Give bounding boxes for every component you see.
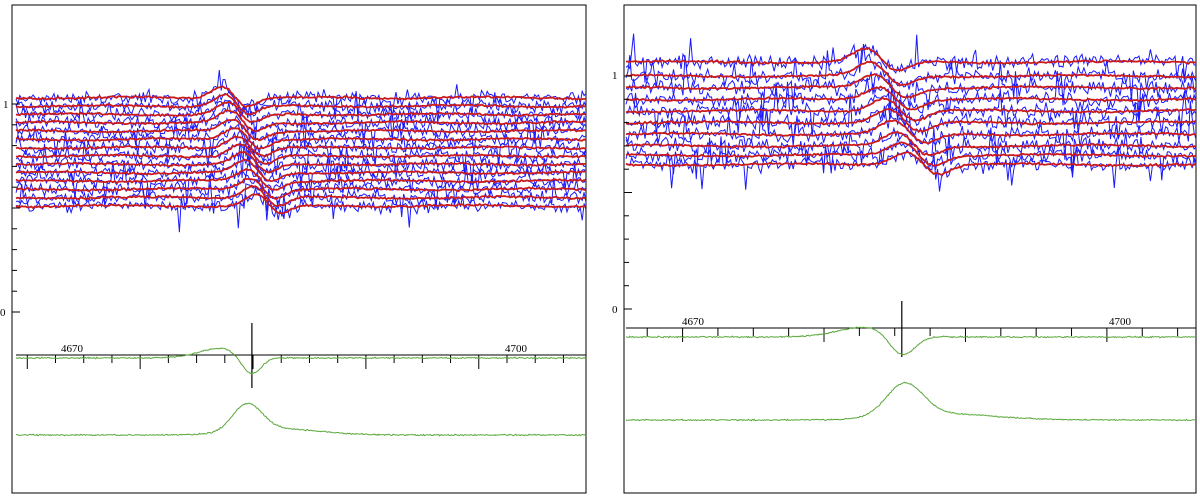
model-fit-line [15, 118, 587, 142]
right-x-tick-label-4670: 4670 [682, 316, 705, 328]
left-panel-frame [11, 4, 587, 494]
model-fit-line [625, 108, 1197, 134]
right-panel: 4670 4700 1 0 [612, 4, 1197, 494]
model-fit-line [625, 96, 1197, 123]
right-y-tick-label-1: 1 [612, 70, 618, 82]
model-fit-line [15, 93, 587, 116]
left-residual-plot [15, 323, 587, 437]
model-fit-line [625, 46, 1197, 72]
model-fit-line [15, 184, 587, 207]
model-fit-line [15, 150, 587, 174]
observed-spectrum-line [625, 81, 1197, 137]
model-fit-line [15, 143, 587, 165]
model-fit-line [625, 151, 1197, 176]
right-x-tick-label-4700: 4700 [1109, 316, 1132, 328]
model-fit-line [15, 109, 587, 133]
left-panel: 4670 4700 1 0 [0, 4, 587, 494]
observed-spectrum-line [15, 160, 587, 204]
left-y-axis [11, 94, 20, 314]
left-x-tick-label-4670: 4670 [61, 343, 84, 355]
model-fit-line [15, 85, 587, 109]
model-fit-line [15, 193, 587, 215]
residual-mean-line [625, 326, 1197, 356]
right-y-axis [623, 66, 632, 311]
model-fit-line [15, 135, 587, 158]
model-fit-line [625, 72, 1197, 99]
model-fit-line [15, 178, 587, 201]
model-fit-line [625, 119, 1197, 145]
observed-spectrum-line [15, 91, 587, 140]
observed-spectrum-line [625, 136, 1197, 192]
observed-spectrum-line [625, 44, 1197, 106]
left-spectra-plot [15, 70, 587, 233]
residual-difference-line [15, 402, 587, 437]
model-fit-line [625, 85, 1197, 111]
left-y-tick-label-0: 0 [0, 307, 6, 319]
right-residual-plot [625, 301, 1197, 422]
residual-mean-line [15, 347, 587, 375]
model-fit-line [625, 141, 1197, 168]
residual-difference-line [625, 381, 1197, 422]
left-x-tick-label-4700: 4700 [505, 343, 528, 355]
observed-spectrum-line [625, 33, 1197, 83]
model-fit-line [15, 127, 587, 150]
observed-spectrum-line [625, 55, 1197, 122]
model-fit-line [626, 131, 1197, 157]
left-y-tick-label-1: 1 [3, 99, 9, 111]
model-fit-line [625, 60, 1197, 87]
observed-spectrum-line [625, 126, 1197, 180]
model-fit-line [15, 168, 587, 191]
right-spectra-plot [625, 33, 1197, 192]
right-y-tick-label-0: 0 [612, 304, 618, 316]
observed-spectrum-line [15, 186, 587, 233]
observed-spectrum-line [15, 130, 587, 168]
model-fit-line [15, 158, 586, 183]
model-fit-line [15, 100, 587, 123]
